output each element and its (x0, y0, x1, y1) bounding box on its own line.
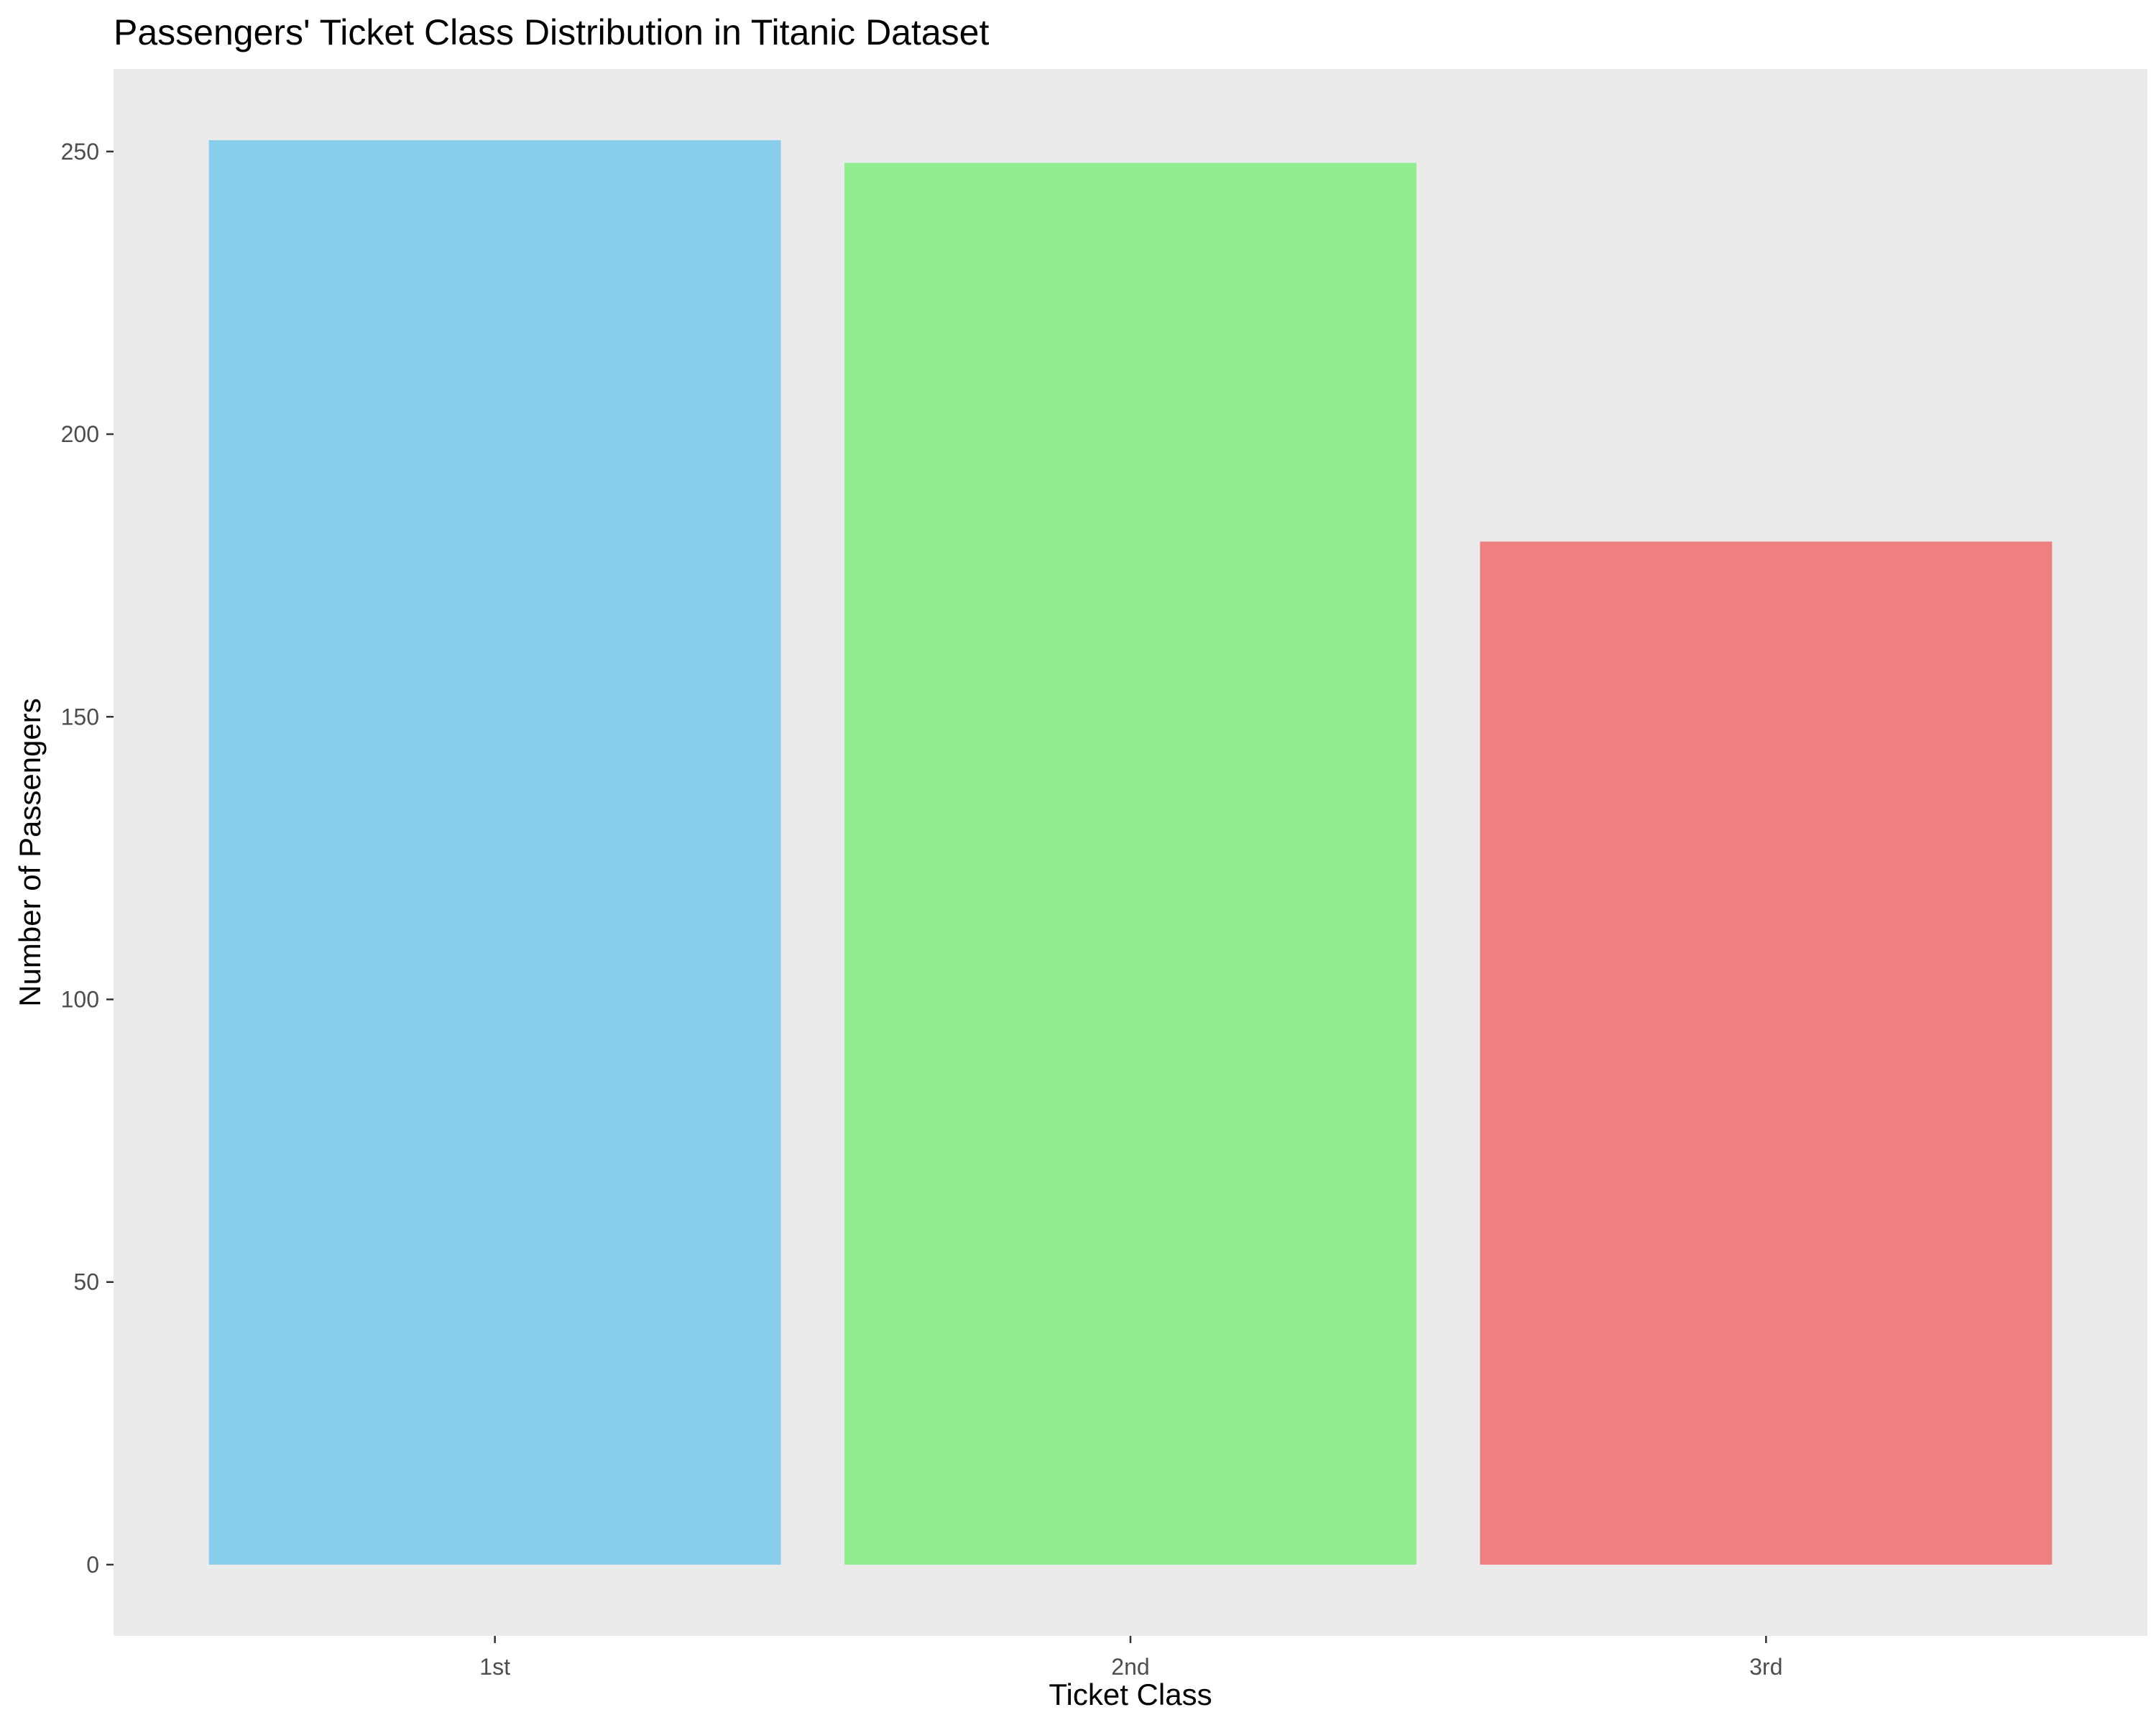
bar-2nd (844, 162, 1416, 1565)
y-axis-title: Number of Passengers (13, 698, 47, 1007)
y-tick-label: 200 (61, 421, 99, 447)
bars-group (208, 140, 2053, 1565)
x-tick-label: 1st (479, 1654, 510, 1680)
y-tick-label: 150 (61, 704, 99, 730)
y-axis: 0 50 100 150 200 250 (61, 139, 114, 1578)
x-tick-label: 3rd (1749, 1654, 1782, 1680)
bar-1st (208, 140, 781, 1565)
x-axis-title: Ticket Class (1049, 1678, 1212, 1711)
y-tick-label: 250 (61, 139, 99, 165)
y-tick-label: 50 (73, 1269, 99, 1295)
chart-title: Passengers' Ticket Class Distribution in… (114, 12, 989, 52)
x-axis: 1st 2nd 3rd (479, 1636, 1783, 1680)
bar-3rd (1480, 541, 2053, 1565)
y-tick-label: 0 (86, 1552, 99, 1578)
x-tick-label: 2nd (1111, 1654, 1149, 1680)
y-tick-label: 100 (61, 986, 99, 1012)
